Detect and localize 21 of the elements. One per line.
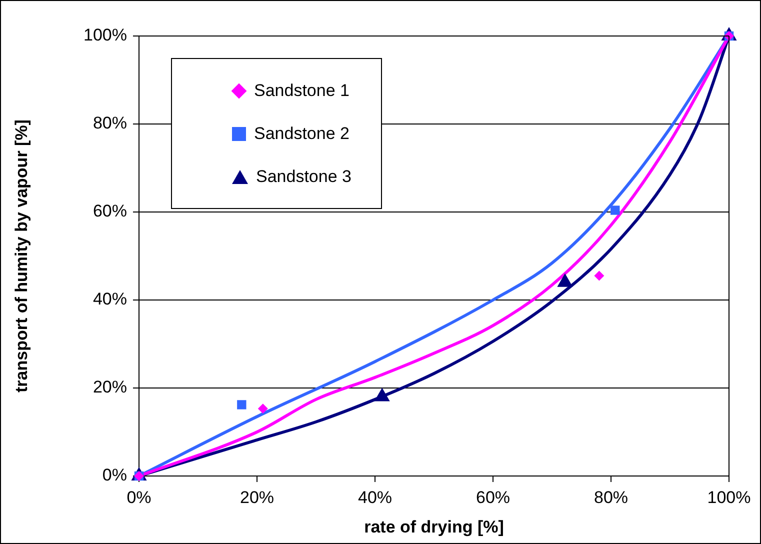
x-tick-label: 80%	[594, 488, 628, 507]
legend-label: Sandstone 3	[256, 166, 352, 186]
point	[610, 206, 620, 215]
y-tick-label: 0%	[102, 466, 127, 485]
legend-label: Sandstone 1	[254, 80, 350, 100]
point	[258, 404, 268, 414]
x-axis-title: rate of drying [%]	[364, 517, 504, 536]
legend-label: Sandstone 2	[254, 124, 350, 144]
x-tick-label: 40%	[358, 488, 392, 507]
x-tick-label: 20%	[240, 488, 274, 507]
y-axis-title: transport of humity by vapour [%]	[12, 120, 31, 392]
y-tick-label: 100%	[84, 26, 127, 45]
point	[237, 400, 246, 410]
x-tick-label: 0%	[126, 488, 152, 507]
y-tick-label: 20%	[92, 378, 127, 397]
point	[594, 270, 604, 281]
x-tick-label: 100%	[707, 488, 751, 507]
y-tick-label: 60%	[92, 202, 127, 221]
y-tick-label: 80%	[92, 114, 127, 133]
y-tick-label: 40%	[92, 290, 127, 309]
x-tick-label: 60%	[476, 488, 510, 507]
